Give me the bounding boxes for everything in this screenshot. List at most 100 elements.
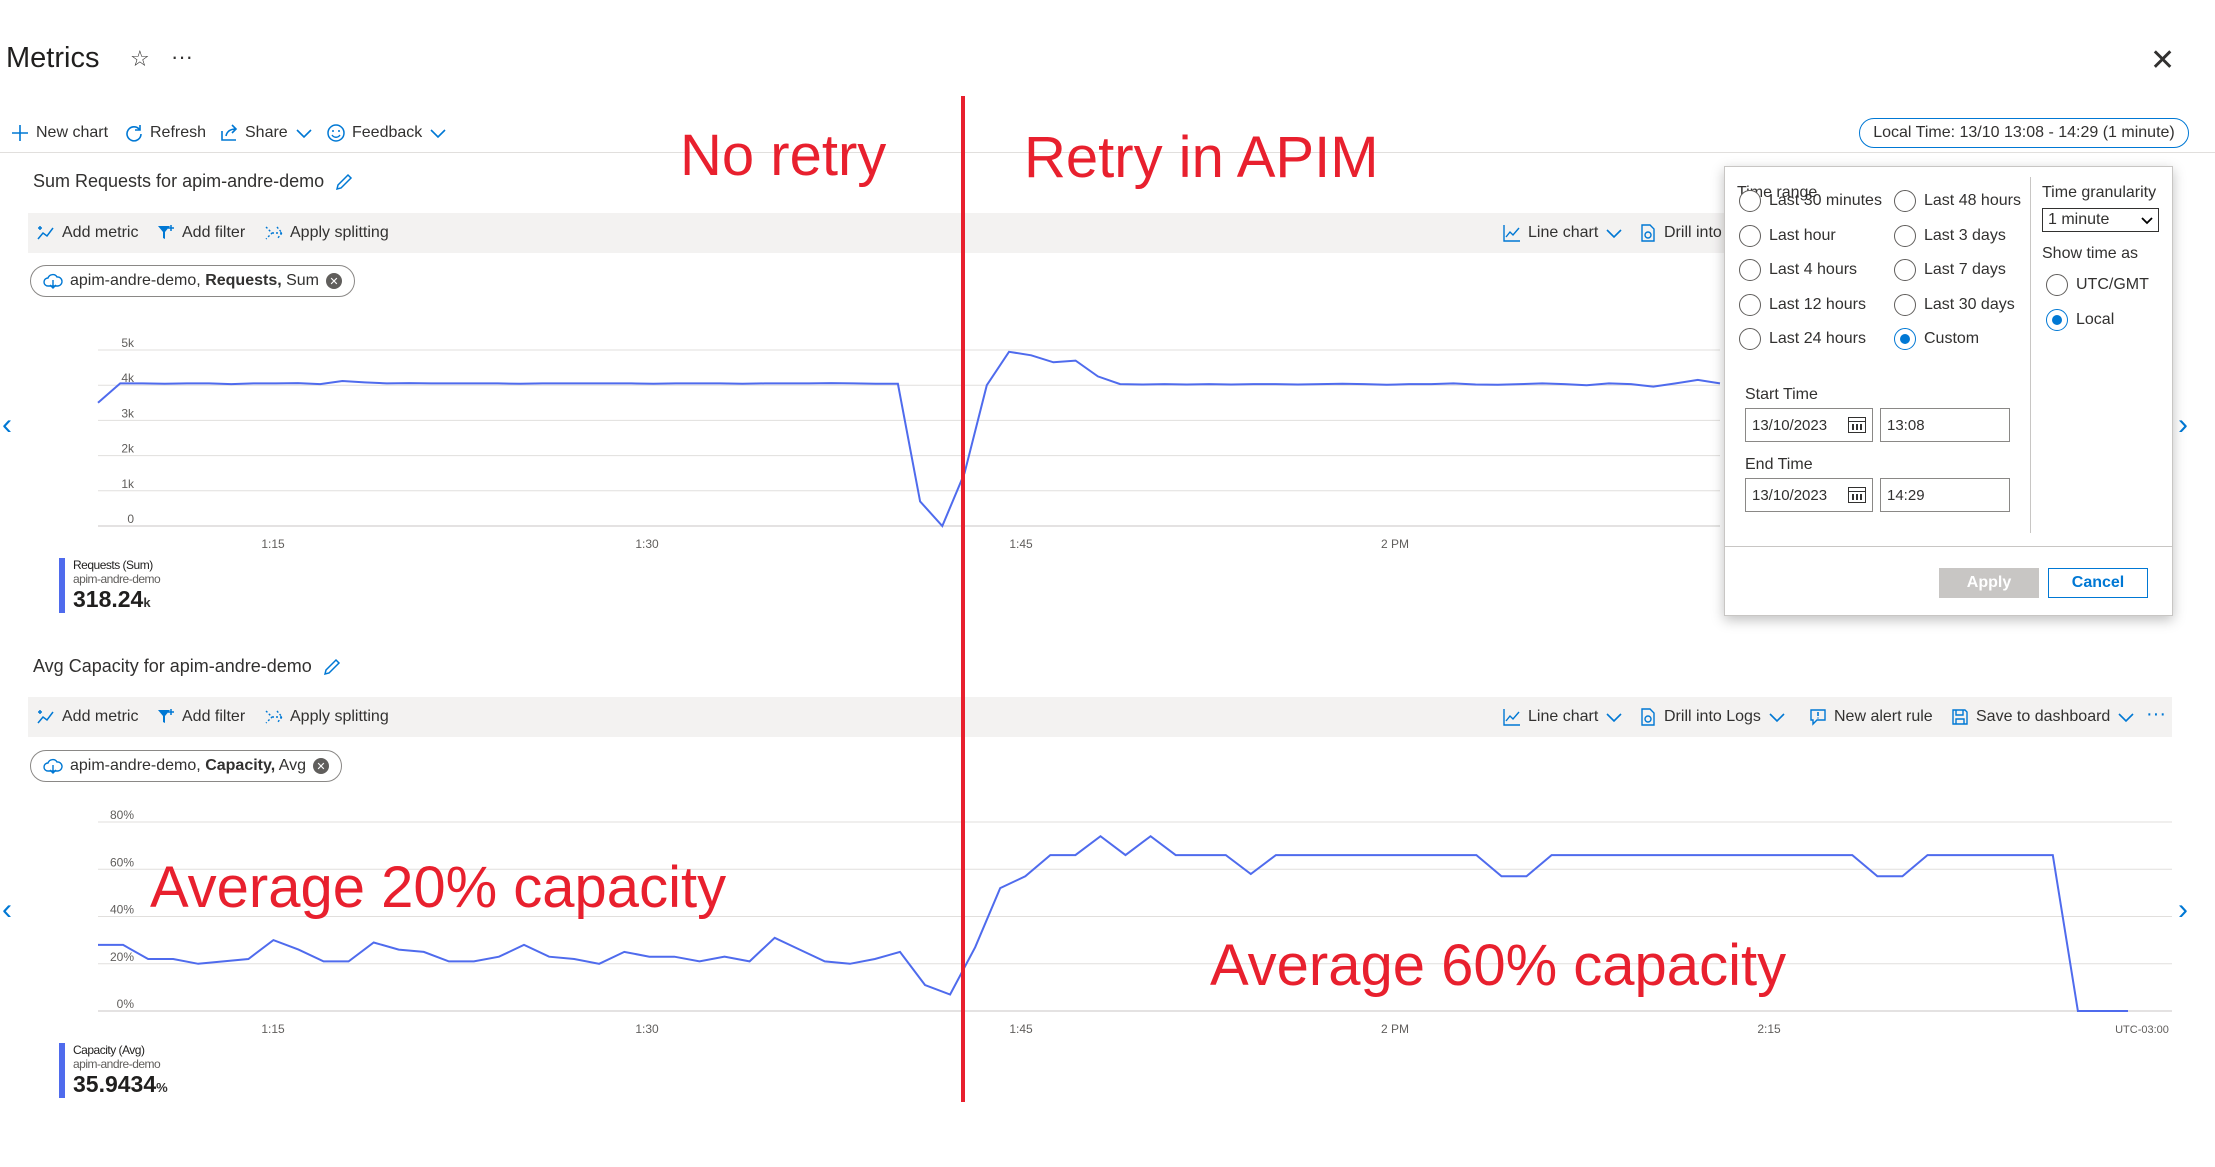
chart2-toolbar: Add metric Add filter Apply splitting Li… [28,697,2172,737]
radio-local[interactable]: Local [2046,309,2114,331]
pill-resource: apim-andre-demo, [70,757,201,774]
radio-circle[interactable] [1739,190,1761,212]
new-alert-rule-button[interactable]: New alert rule [1808,707,1933,727]
y-tick-label: 80% [110,808,134,822]
splitting-icon [265,710,283,724]
radio-last-4-hours[interactable]: Last 4 hours [1739,259,1857,281]
legend-color-bar [59,1043,65,1098]
logs-icon [1641,708,1655,726]
radio-circle[interactable] [2046,274,2068,296]
radio-circle[interactable] [1894,224,1916,247]
pencil-icon[interactable] [334,172,354,192]
legend-value: 318.24 [73,586,144,612]
radio-custom[interactable]: Custom [1894,328,1979,350]
annotation-average-60: Average 60% capacity [1210,933,1787,998]
radio-last-12-hours[interactable]: Last 12 hours [1739,293,1866,316]
radio-last-7-days[interactable]: Last 7 days [1894,259,2006,281]
radio-last-48-hours[interactable]: Last 48 hours [1894,190,2021,212]
remove-metric-icon[interactable]: ✕ [312,758,329,774]
save-to-dashboard-label: Save to dashboard [1976,708,2111,725]
y-tick-label: 1k [121,477,135,491]
feedback-label: Feedback [352,124,423,141]
drill-into-logs-button[interactable]: Drill into [1638,223,1722,243]
radio-circle[interactable] [1739,328,1761,350]
radio-last-24-hours[interactable]: Last 24 hours [1739,328,1866,350]
end-date-input[interactable]: 13/10/2023 [1745,478,1873,512]
refresh-button[interactable]: Refresh [124,123,206,143]
end-time-input[interactable]: 14:29 [1880,478,2010,512]
granularity-select[interactable]: 1 minute [2042,208,2159,232]
drill-into-logs-button[interactable]: Drill into Logs [1638,707,1787,727]
line-chart-label: Line chart [1528,224,1599,241]
filter-icon [158,709,174,723]
refresh-icon [126,125,142,142]
calendar-icon[interactable] [1848,487,1866,503]
pencil-icon[interactable] [322,657,342,677]
more-options-icon[interactable]: ··· [2146,703,2166,725]
drill-into-label: Drill into [1664,224,1722,241]
radio-circle[interactable] [1739,293,1761,316]
feedback-button[interactable]: Feedback [326,123,448,143]
new-chart-label: New chart [36,124,109,141]
chart2-next-arrow[interactable]: › [2178,893,2188,926]
end-time-value: 14:29 [1887,486,1925,504]
time-range-pill[interactable]: Local Time: 13/10 13:08 - 14:29 (1 minut… [1859,118,2189,148]
add-filter-label: Add filter [182,708,246,725]
add-filter-button[interactable]: Add filter [156,707,245,727]
chart1-metric-pill[interactable]: apim-andre-demo, Requests, Sum ✕ [30,265,356,297]
y-tick-label: 0% [117,997,135,1011]
add-metric-button[interactable]: Add metric [36,223,138,243]
remove-metric-icon[interactable]: ✕ [326,273,343,289]
apply-splitting-button[interactable]: Apply splitting [264,707,389,727]
splitting-icon [265,226,283,240]
share-icon [221,124,238,141]
star-icon[interactable]: ☆ [130,46,150,71]
annotation-no-retry: No retry [680,123,887,188]
save-to-dashboard-button[interactable]: Save to dashboard [1950,707,2136,727]
apply-button[interactable]: Apply [1939,568,2039,598]
add-metric-label: Add metric [62,708,139,725]
calendar-icon[interactable] [1848,417,1866,433]
x-tick-label: 1:30 [635,1022,659,1036]
add-metric-button[interactable]: Add metric [36,707,138,727]
add-filter-button[interactable]: Add filter [156,223,245,243]
radio-circle[interactable] [1894,328,1916,350]
radio-label: Last 12 hours [1769,295,1866,313]
chart1-next-arrow[interactable]: › [2178,408,2188,441]
cancel-button[interactable]: Cancel [2048,568,2148,598]
apply-splitting-button[interactable]: Apply splitting [264,223,389,243]
line-chart-label: Line chart [1528,708,1599,725]
legend-value: 35.9434 [73,1071,157,1097]
add-metric-label: Add metric [62,224,139,241]
chevron-down-icon [1606,229,1622,239]
time-range-popup: Time range Last 30 minutes Last hour Last … [1724,166,2173,616]
close-icon[interactable]: ✕ [2150,44,2176,77]
radio-utc[interactable]: UTC/GMT [2046,274,2149,296]
chevron-down-icon [296,129,312,139]
radio-last-30-days[interactable]: Last 30 days [1894,293,2015,316]
line-chart-button[interactable]: Line chart [1502,223,1624,243]
radio-circle[interactable] [2046,309,2068,331]
y-tick-label: 4k [121,371,135,385]
radio-circle[interactable] [1739,259,1761,281]
legend-resource-name: apim-andre-demo [73,572,161,586]
chart2-prev-arrow[interactable]: ‹ [2,893,12,926]
y-tick-label: 5k [121,336,135,350]
line-chart-button[interactable]: Line chart [1502,707,1624,727]
radio-circle[interactable] [1894,190,1916,212]
share-button[interactable]: Share [219,123,314,143]
start-time-input[interactable]: 13:08 [1880,408,2010,442]
chart2-metric-pill[interactable]: apim-andre-demo, Capacity, Avg ✕ [30,750,342,782]
radio-circle[interactable] [1894,259,1916,281]
radio-last-3-days[interactable]: Last 3 days [1894,224,2006,247]
radio-circle[interactable] [1894,293,1916,316]
new-chart-button[interactable]: New chart [10,123,108,143]
radio-last-hour[interactable]: Last hour [1739,224,1836,247]
x-tick-label: UTC-03:00 [2115,1024,2169,1036]
radio-last-30-minutes[interactable]: Last 30 minutes [1739,190,1882,212]
chart1-prev-arrow[interactable]: ‹ [2,408,12,441]
radio-circle[interactable] [1739,224,1761,247]
start-date-input[interactable]: 13/10/2023 [1745,408,1873,442]
ellipsis-icon[interactable]: ··· [171,44,193,69]
chart2-title: Avg Capacity for apim-andre-demo [33,656,312,676]
